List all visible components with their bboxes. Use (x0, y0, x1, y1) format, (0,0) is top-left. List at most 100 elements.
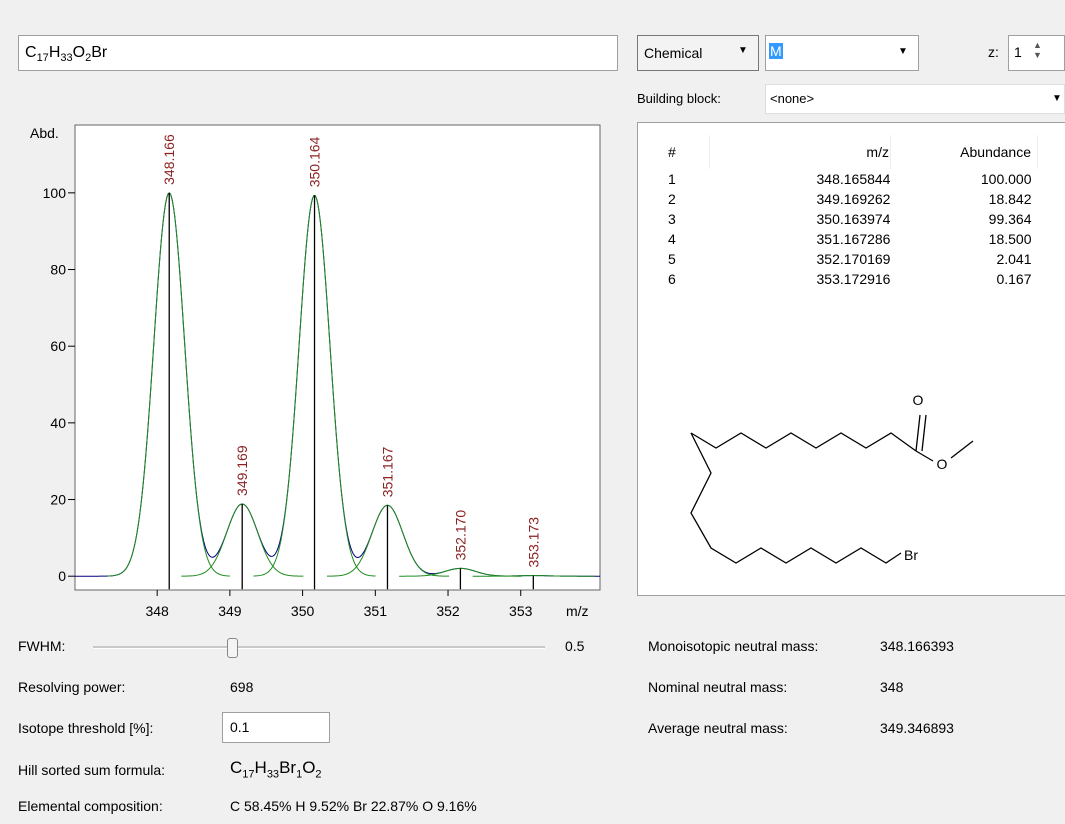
table-row: 5 352.170169 2.041 (638, 249, 1038, 269)
mass-label: Average neutral mass: (648, 720, 788, 736)
mass-label: Monoisotopic neutral mass: (648, 638, 819, 654)
table-cell: 99.364 (988, 211, 1032, 227)
y-tick-label: 60 (50, 338, 66, 354)
peak-label: 348.166 (161, 134, 177, 185)
element-symbol: H (48, 44, 61, 61)
peak-label: 351.167 (379, 446, 395, 497)
subscript: 2 (315, 768, 322, 781)
table-cell: 348.165844 (816, 171, 891, 187)
x-axis-label: m/z (566, 603, 589, 619)
table-cell: 349.169262 (816, 191, 891, 207)
x-tick-label: 351 (364, 603, 388, 619)
building-block-label: Building block: (637, 91, 721, 106)
y-tick-label: 100 (43, 185, 67, 201)
formula-input[interactable]: C17H33O2Br (18, 35, 618, 71)
column-header[interactable]: m/z (709, 135, 891, 169)
subscript: 33 (60, 52, 73, 65)
subscript: 2 (85, 52, 92, 65)
table-cell: 6 (668, 271, 676, 287)
table-row: 6 353.172916 0.167 (638, 269, 1038, 289)
element-symbol: C (25, 44, 37, 61)
building-block-value: <none> (770, 91, 815, 106)
column-header[interactable]: Abundance (890, 135, 1039, 169)
table-row: 2 349.169262 18.842 (638, 189, 1038, 209)
subscript: 17 (36, 52, 49, 65)
atom-label: Br (904, 547, 918, 563)
table-cell: 2 (668, 191, 676, 207)
isotope-table: # m/z Abundance 1 348.165844 100.000 2 349.1… (637, 122, 1065, 596)
threshold-input[interactable]: 0.1 (222, 712, 330, 743)
table-cell: 100.000 (980, 171, 1032, 187)
dropdown-arrow: ▼ (898, 46, 908, 57)
dropdown-arrow: ▼ (1052, 93, 1062, 104)
table-cell: 351.167286 (816, 231, 891, 247)
structure: O O Br (690, 392, 974, 564)
y-tick-label: 80 (50, 262, 66, 278)
table-cell: 18.500 (988, 231, 1032, 247)
table-cell: 352.170169 (816, 251, 891, 267)
z-value: 1 (1014, 44, 1022, 60)
peak-label: 350.164 (307, 136, 323, 187)
x-tick-label: 348 (145, 603, 169, 619)
table-cell: 4 (668, 231, 676, 247)
peak-label: 349.169 (234, 445, 250, 496)
peak-label: 353.173 (525, 517, 541, 568)
y-tick-label: 40 (50, 415, 66, 431)
x-tick-label: 352 (436, 603, 460, 619)
mode-value: Chemical (644, 45, 703, 61)
spin-buttons[interactable]: ▲ ▼ (1033, 40, 1042, 60)
resolving-power-label: Resolving power: (18, 679, 126, 695)
composition-label: Elemental composition: (18, 798, 163, 814)
element-symbol: O (302, 758, 316, 777)
slider-thumb[interactable] (227, 638, 238, 658)
fwhm-value: 0.5 (565, 638, 585, 654)
z-label: z: (988, 44, 999, 60)
table-cell: 5 (668, 251, 676, 267)
adduct-value: M (769, 43, 783, 59)
table-cell: 1 (668, 171, 676, 187)
x-tick-label: 349 (218, 603, 242, 619)
mode-dropdown[interactable]: Chemical ▼ (637, 35, 759, 71)
element-symbol: Br (91, 44, 108, 61)
y-tick-label: 0 (58, 568, 66, 584)
subscript: 17 (242, 768, 255, 781)
subscript: 33 (266, 768, 280, 781)
dropdown-arrow: ▼ (738, 45, 748, 56)
table-cell: 18.842 (988, 191, 1032, 207)
building-block-combo[interactable]: <none> ▼ (765, 84, 1065, 114)
adduct-combo[interactable]: M ▼ (765, 35, 919, 71)
table-cell: 3 (668, 211, 676, 227)
hill-formula: C17H33Br1O2 (230, 758, 322, 780)
mass-value: 348 (880, 679, 904, 695)
hill-label: Hill sorted sum formula: (18, 762, 166, 778)
table-row: 1 348.165844 100.000 (638, 169, 1038, 189)
atom-label: O (937, 456, 948, 472)
threshold-value: 0.1 (230, 719, 250, 735)
column-header[interactable]: # (638, 135, 710, 169)
table-cell: 353.172916 (816, 271, 891, 287)
y-tick-label: 20 (50, 492, 66, 508)
table-row: 4 351.167286 18.500 (638, 229, 1038, 249)
threshold-label: Isotope threshold [%]: (18, 720, 154, 736)
x-tick-label: 350 (291, 603, 315, 619)
element-symbol: C (230, 758, 243, 777)
element-symbol: Br (279, 758, 297, 777)
mass-value: 349.346893 (880, 720, 954, 736)
subscript: 1 (296, 768, 303, 781)
peak-label: 352.170 (452, 510, 468, 561)
atom-label: O (913, 392, 924, 408)
mass-value: 348.166393 (880, 638, 954, 654)
mass-label: Nominal neutral mass: (648, 679, 788, 695)
element-symbol: O (72, 44, 86, 61)
fwhm-label: FWHM: (18, 638, 66, 654)
table-cell: 0.167 (996, 271, 1032, 287)
spectrum-chart: Abd. m/z 0 20 40 60 80 100 348 349 350 351 352 353 3… (30, 124, 601, 619)
z-spinner[interactable]: 1 ▲ ▼ (1008, 35, 1065, 71)
fwhm-slider[interactable] (93, 646, 545, 649)
y-axis-label: Abd. (30, 125, 59, 141)
table-row: 3 350.163974 99.364 (638, 209, 1038, 229)
table: # m/z Abundance 1 348.165844 100.000 2 349.1… (638, 135, 1039, 289)
resolving-power-value: 698 (230, 679, 254, 695)
plot-area (74, 124, 601, 591)
